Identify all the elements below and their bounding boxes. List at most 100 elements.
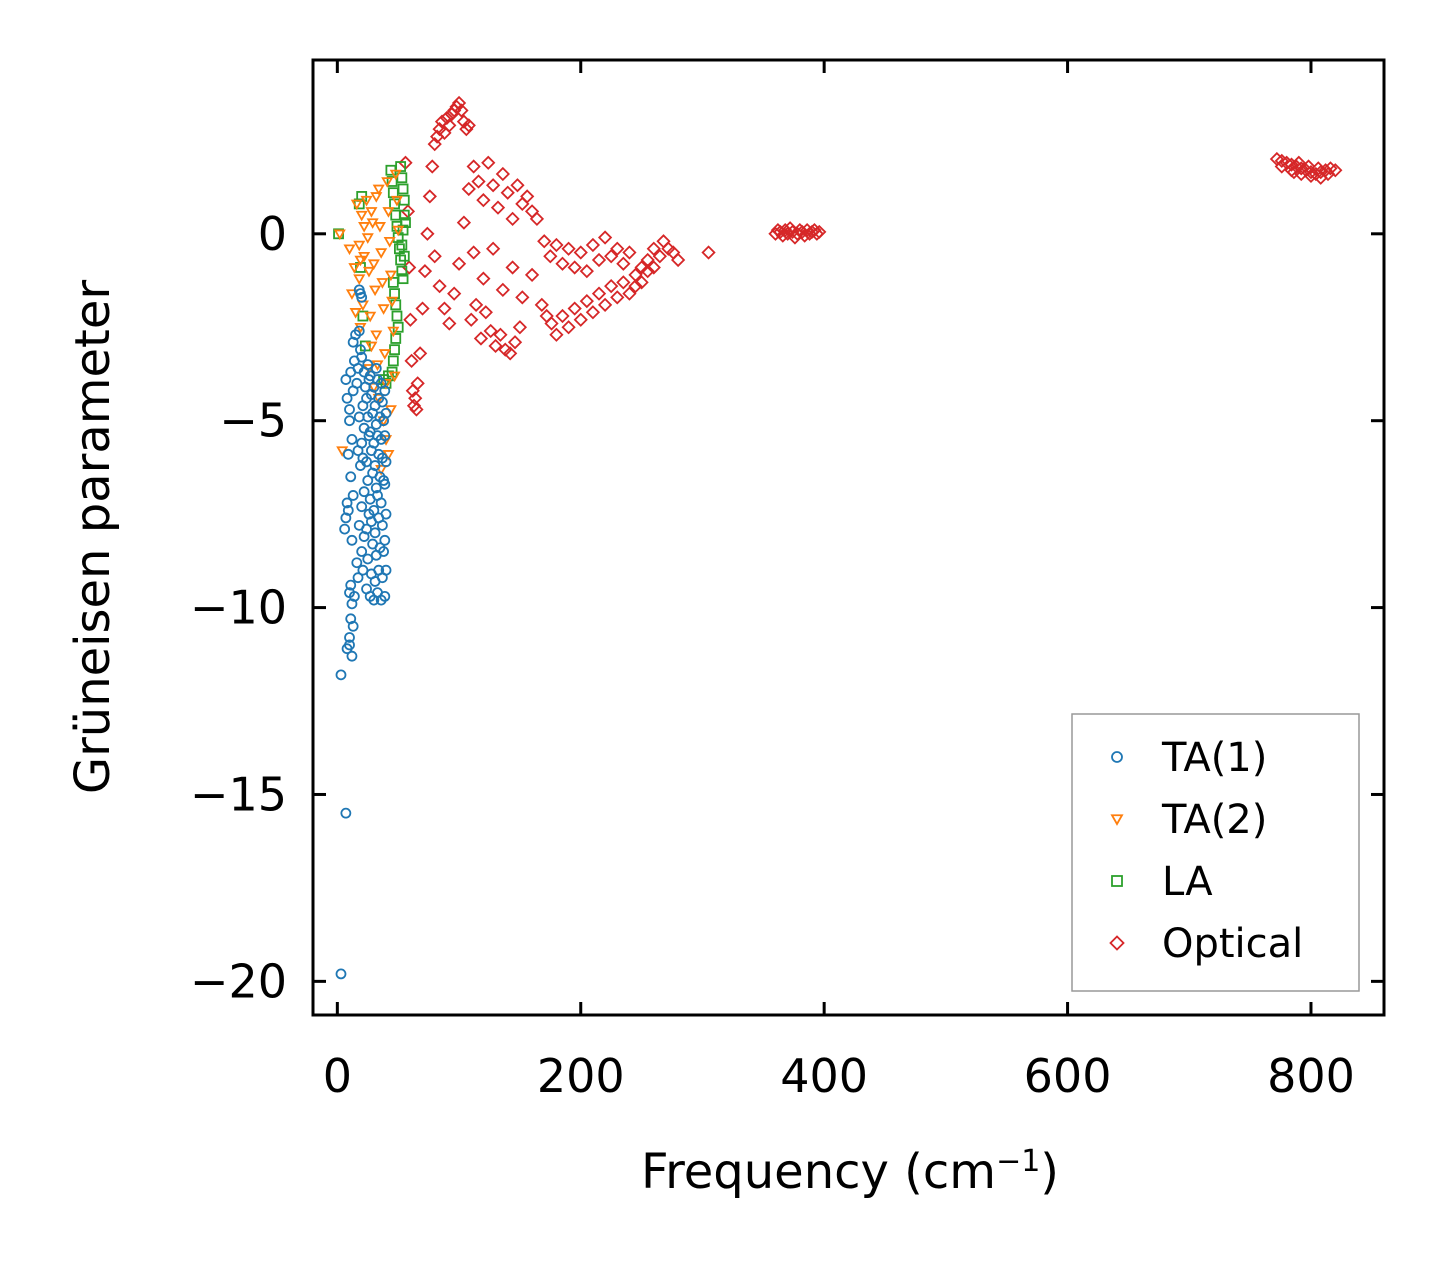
data-point [353,240,366,252]
data-point [377,304,390,315]
data-point [335,968,347,980]
data-point [344,415,355,427]
data-point [364,311,377,323]
x-axis-title-main: Frequency (cm [641,1144,996,1200]
data-point [370,482,382,494]
data-point [466,245,481,260]
data-point [353,274,366,285]
data-point [388,371,401,383]
data-point [400,217,411,228]
data-point [351,557,363,569]
data-point [341,497,353,509]
data-point [352,572,364,584]
data-point [356,546,368,557]
data-point [357,564,369,576]
data-point [567,260,582,275]
data-point [344,404,355,415]
data-point [350,199,363,211]
data-point [459,122,474,137]
data-point [373,222,386,233]
data-point [640,264,655,279]
data-point [365,341,378,353]
legend-label: LA [1162,859,1213,905]
data-point [403,312,418,327]
data-point [812,224,827,240]
data-point [379,430,391,442]
data-point [379,590,391,602]
chart-marks [333,95,1343,980]
data-point [398,250,410,262]
data-point [362,266,376,278]
data-point [345,613,357,625]
data-point [383,237,396,248]
legend-box [1071,713,1360,992]
x-axis-title-close: ) [1040,1144,1059,1200]
data-point [362,553,374,565]
data-point [387,355,399,367]
data-point [381,177,394,188]
data-point [454,103,469,118]
data-point [507,335,523,350]
data-point [447,286,462,301]
data-point [397,224,409,236]
data-point [652,249,667,264]
legend-marker-square [1111,875,1123,887]
data-point [490,200,506,215]
data-point [432,279,447,294]
data-point [353,325,365,337]
data-point [549,237,564,253]
data-point [370,330,383,342]
data-point [561,320,576,335]
data-point [409,402,424,417]
data-point [466,159,481,174]
data-point [1303,168,1319,183]
data-point [340,807,352,819]
data-point [376,396,388,408]
data-point [344,632,355,643]
data-point [390,195,404,207]
data-point [567,301,582,316]
x-tick-label: 200 [537,1049,625,1103]
data-point [384,270,397,282]
data-point [398,209,410,221]
data-point [392,225,405,237]
data-point [505,260,520,275]
data-point [354,255,367,267]
x-tick-label: 600 [1024,1049,1112,1103]
data-point [579,264,594,279]
data-point [342,448,354,460]
data-point [390,333,402,344]
data-point [529,211,545,226]
data-point [604,279,619,294]
data-point [585,237,601,253]
data-point [622,245,637,260]
data-point [591,252,607,268]
legend-label: TA(2) [1161,797,1267,843]
data-point [380,407,392,419]
y-tick-label: −5 [219,394,287,448]
plot-frame [311,58,1386,1017]
data-point [387,326,400,338]
data-point [335,669,347,681]
data-point [342,505,354,516]
data-point [1313,165,1328,180]
data-point [422,189,437,204]
data-point [356,437,368,449]
data-point [495,282,510,297]
data-point [391,310,403,322]
x-axis-title: Frequency (cm−1) [641,1144,1059,1201]
data-point [437,301,452,316]
series-ta-1 [335,284,392,980]
data-point [356,501,368,513]
data-point [485,178,501,193]
data-point [345,579,357,591]
data-point [348,590,360,602]
data-point [351,377,363,389]
data-point [360,195,373,207]
data-point [634,260,649,275]
data-point [362,475,374,486]
data-point [461,181,476,197]
data-point [442,316,457,331]
data-point [434,114,450,129]
